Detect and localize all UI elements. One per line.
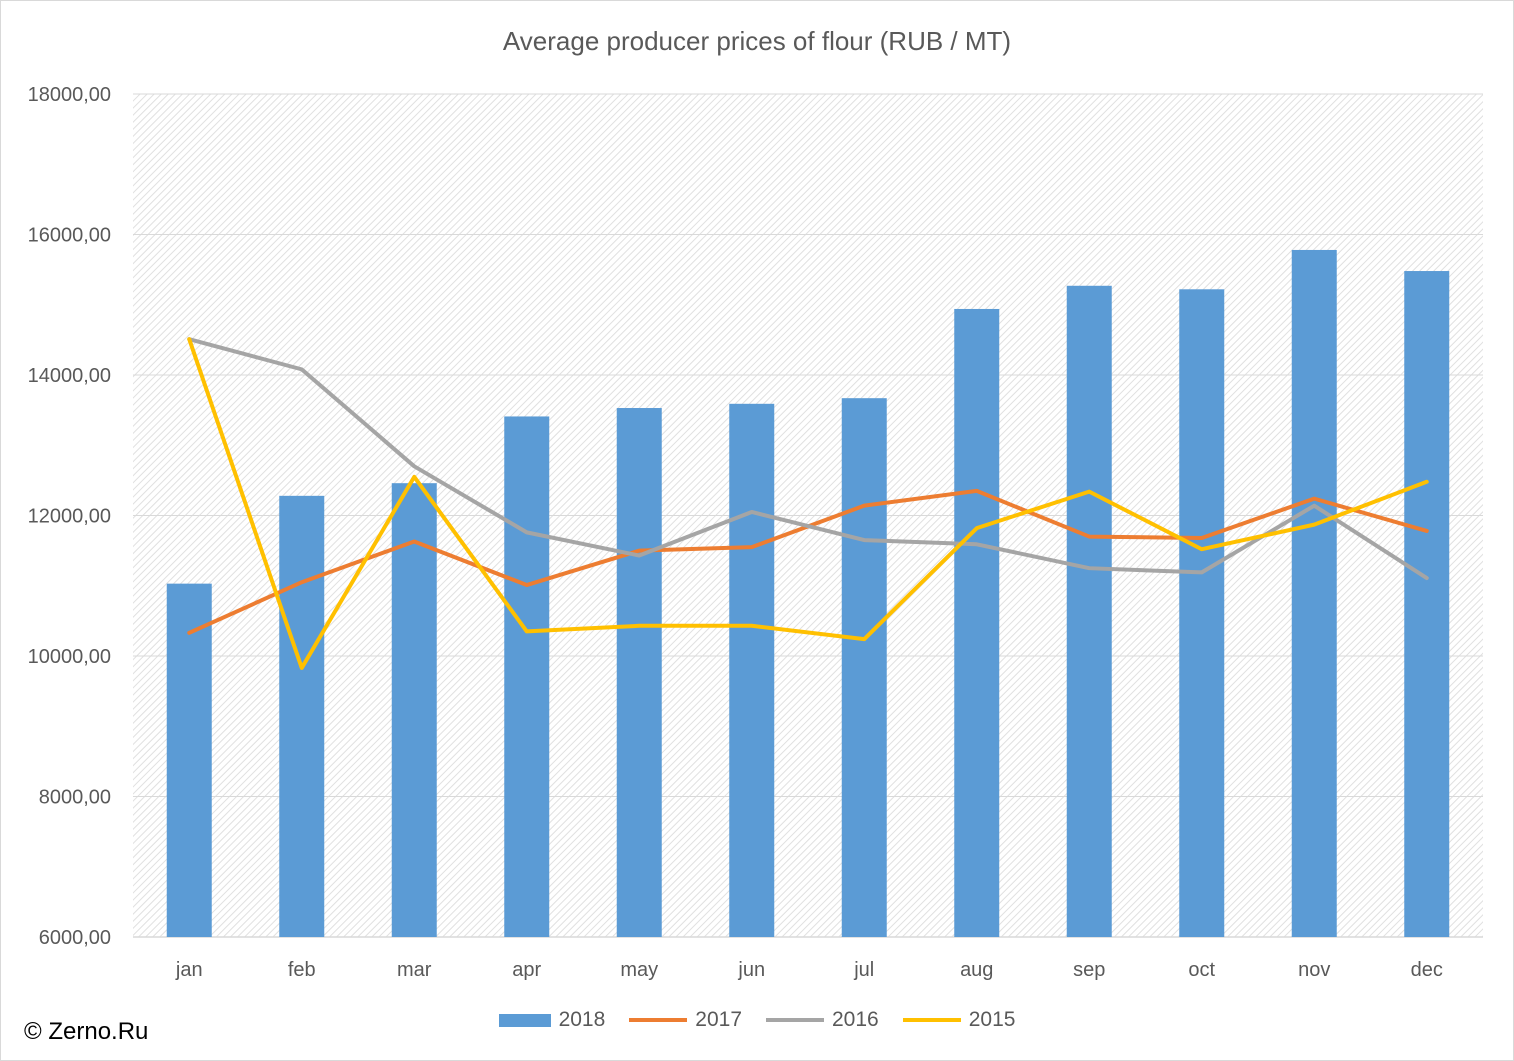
y-tick-label: 12000,00 bbox=[28, 506, 111, 528]
x-tick-label: jan bbox=[175, 959, 203, 981]
legend-swatch bbox=[629, 1018, 688, 1022]
legend-item-2017: 2017 bbox=[629, 1008, 742, 1032]
legend-item-2015: 2015 bbox=[902, 1008, 1016, 1032]
bar-2018 bbox=[729, 403, 775, 937]
bar-2018 bbox=[1066, 285, 1112, 938]
legend-label: 2018 bbox=[558, 1008, 606, 1031]
y-tick-label: 14000,00 bbox=[28, 365, 111, 387]
lines bbox=[187, 337, 1429, 670]
legend-label: 2016 bbox=[832, 1008, 879, 1031]
y-tick-label: 18000,00 bbox=[28, 84, 111, 106]
x-tick-label: mar bbox=[397, 959, 432, 981]
y-axis-ticks: 6000,00 8000,00 10000,00 12000,00 14000,00 16… bbox=[28, 84, 111, 949]
gridlines bbox=[133, 93, 1483, 938]
line-2015 bbox=[187, 337, 1429, 670]
line-2016 bbox=[187, 337, 1429, 581]
x-tick-label: sep bbox=[1073, 959, 1105, 981]
credit-text: © Zerno.Ru bbox=[24, 1018, 149, 1045]
legend-swatch bbox=[902, 1018, 961, 1022]
y-tick-label: 8000,00 bbox=[39, 787, 111, 809]
bar-2018 bbox=[1179, 289, 1225, 937]
x-axis-ticks: jan feb mar apr may jun jul aug sep oct nov dec bbox=[175, 959, 1443, 981]
y-tick-label: 6000,00 bbox=[39, 927, 111, 949]
bar-2018 bbox=[166, 583, 212, 937]
bar-2018 bbox=[954, 308, 1000, 938]
legend-swatch bbox=[498, 1013, 551, 1027]
bar-2018 bbox=[841, 398, 887, 937]
x-tick-label: jul bbox=[853, 959, 874, 981]
x-tick-label: may bbox=[620, 959, 658, 981]
y-tick-label: 16000,00 bbox=[28, 225, 111, 247]
bar-2018 bbox=[616, 408, 662, 938]
legend-swatch bbox=[766, 1018, 824, 1022]
legend-label: 2015 bbox=[968, 1008, 1016, 1031]
chart-title: Average producer prices of flour (RUB / … bbox=[502, 26, 1012, 56]
legend-item-2016: 2016 bbox=[766, 1008, 879, 1032]
legend: 2018 2017 2016 2015 bbox=[0, 1008, 1514, 1032]
x-tick-label: nov bbox=[1298, 959, 1330, 981]
bar-2018 bbox=[1291, 249, 1337, 937]
x-tick-label: dec bbox=[1411, 959, 1443, 981]
bars-2018 bbox=[166, 249, 1450, 938]
bar-2018 bbox=[1404, 271, 1450, 937]
y-tick-label: 10000,00 bbox=[28, 646, 111, 668]
x-tick-label: jun bbox=[737, 959, 765, 981]
bar-2018 bbox=[279, 495, 325, 937]
legend-label: 2017 bbox=[695, 1008, 742, 1031]
x-tick-label: oct bbox=[1188, 959, 1215, 981]
x-tick-label: aug bbox=[960, 959, 993, 981]
x-tick-label: feb bbox=[288, 959, 316, 981]
bar-2018 bbox=[504, 416, 550, 937]
x-tick-label: apr bbox=[512, 959, 541, 981]
bar-2018 bbox=[391, 483, 437, 937]
legend-item-2018: 2018 bbox=[498, 1008, 606, 1032]
